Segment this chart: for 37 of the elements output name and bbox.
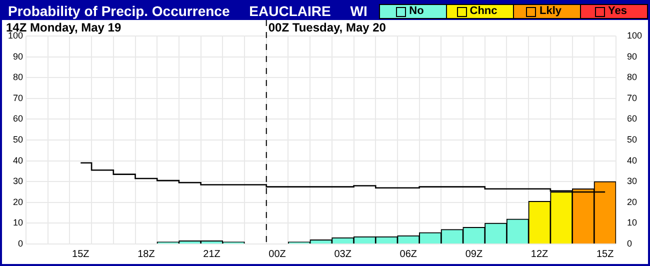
x-tick-label: 00Z (268, 248, 286, 260)
y-tick-label: 40 (12, 155, 23, 166)
x-tick-label: 15Z (596, 248, 614, 260)
y2-tick-label: 90 (627, 51, 638, 62)
x-tick-label: 09Z (465, 248, 483, 260)
y2-tick-label: 40 (627, 155, 638, 166)
y2-tick-label: 10 (627, 218, 638, 228)
y2-tick-label: 20 (627, 196, 638, 207)
y2-tick-label: 100 (627, 30, 642, 40)
y-tick-label: 50 (12, 134, 23, 144)
x-tick-label: 21Z (203, 248, 220, 260)
y2-tick-label: 0 (627, 238, 632, 248)
x-tick-label: 15Z (72, 248, 90, 260)
legend-label: Chnc (470, 5, 504, 18)
chart-title: Probability of Precip. Occurrence EAUCLAIRE WI (8, 3, 368, 19)
y-tick-label: 80 (12, 72, 23, 82)
x-tick-label: 12Z (530, 248, 548, 260)
y-tick-label: 0 (18, 238, 23, 248)
x-tick-label: 03Z (334, 248, 352, 260)
x-tick-label: 18Z (138, 248, 155, 260)
y2-tick-label: 60 (627, 114, 638, 124)
y2-tick-label: 50 (627, 134, 638, 144)
y-tick-label: 20 (12, 196, 23, 207)
x-tick-label: 06Z (400, 248, 418, 260)
y-tick-label: 60 (12, 114, 23, 124)
y-tick-label: 10 (12, 218, 23, 228)
y-tick-label: 90 (12, 51, 23, 62)
y2-tick-label: 70 (627, 92, 638, 103)
y-tick-label: 70 (12, 92, 23, 103)
legend-label: Yes (608, 5, 633, 18)
y2-tick-label: 80 (627, 72, 638, 82)
y-tick-label: 30 (12, 176, 23, 186)
ref-line-label: 00Z Tuesday, May 20 (268, 20, 386, 34)
legend-label: No (409, 5, 430, 18)
legend-label: Lkly (539, 5, 568, 18)
y2-tick-label: 30 (627, 176, 638, 186)
y-tick-label: 100 (8, 30, 23, 40)
